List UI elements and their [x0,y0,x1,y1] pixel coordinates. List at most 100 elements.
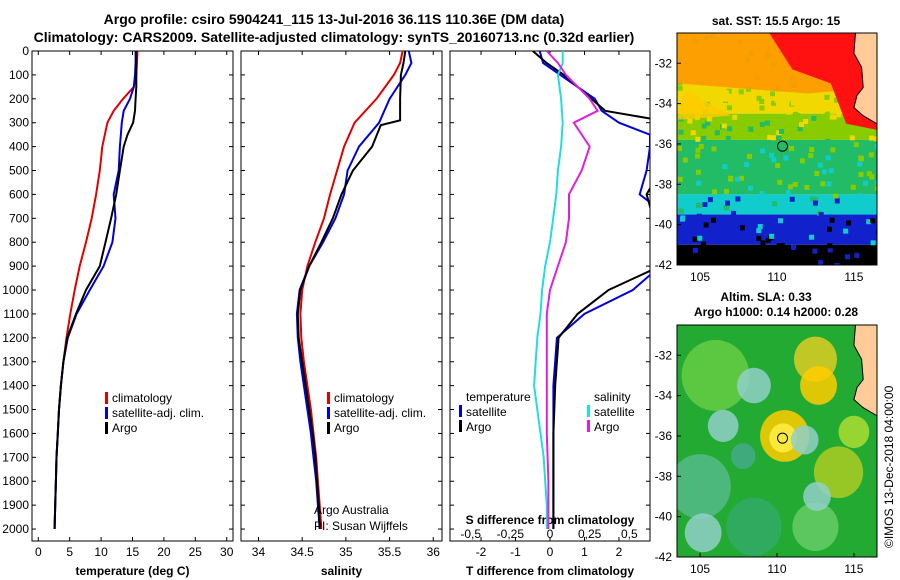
y-tick-label: 500 [9,164,29,178]
sst-pixel [858,172,864,178]
y-tick-label: 1300 [2,355,29,369]
sst-pixel [769,152,775,158]
y-tick-label: 1200 [2,331,29,345]
sla-blob [838,415,870,449]
y-tick-label: 200 [9,92,29,106]
legend-swatch [105,407,108,419]
x-tick-label: 2 [616,545,623,559]
sst-pixel [706,116,712,122]
sst-pixel [747,185,753,191]
sst-pixel [768,257,774,263]
sst-zone [677,244,877,265]
series-line-argo [296,51,407,530]
sst-pixel [825,138,831,144]
legend-swatch [327,407,330,419]
x-tick-label: 36 [427,545,441,559]
sst-pixel [834,198,840,204]
y-tick-label: 1400 [2,379,29,393]
sst-pixel [818,212,824,218]
sst-pixel [756,95,762,101]
x-tick-label: 30 [220,545,234,559]
sst-pixel [834,97,840,103]
sst-pixel [808,153,814,159]
sst-pixel [701,136,707,142]
y-tick-label: 300 [9,116,29,130]
sst-pixel [853,142,859,148]
sst-pixel [695,169,701,175]
sst-pixel [810,196,816,202]
sst-pixel [710,96,716,102]
sst-pixel [776,243,782,249]
sst-pixel [774,97,780,103]
sst-pixel [826,181,832,187]
sst-pixel [723,90,729,96]
sst-pixel [857,161,863,167]
x-tick-label: 105 [690,270,710,284]
map-field [677,33,877,265]
sst-pixel [789,146,795,152]
sst-pixel [782,106,788,112]
salinity-panel: 34 34.5 35 35.5 36 salinity climatologysatelli… [240,50,443,578]
sst-pixel [863,180,869,186]
sst-pixel [726,105,732,111]
sst-pixel [792,111,798,117]
sst-pixel [843,228,849,234]
sst-pixel [834,245,840,251]
legend-label: satellite-adj. clim. [112,406,204,420]
y-tick-label: -34 [655,389,673,403]
sst-pixel [687,118,693,124]
sla-blob [707,409,739,443]
x-tick-label: 34 [252,545,266,559]
sst-pixel [759,98,765,104]
sst-pixel [760,148,766,154]
argo-location-marker [777,140,789,152]
sst-pixel [813,197,819,203]
plot-frame [240,50,443,542]
sst-pixel [830,147,836,153]
sst-pixel [765,237,771,243]
sst-pixel [712,189,718,195]
legend-swatch [587,420,590,432]
map-title: Altim. SLA: 0.33 [720,290,812,304]
sst-pixel [721,123,727,129]
sst-pixel [707,197,713,203]
sst-pixel [787,184,793,190]
figure-title-line2: Climatology: CARS2009. Satellite-adjuste… [33,29,635,45]
legend-swatch [327,392,330,404]
sst-pixel [875,229,877,235]
series-group [532,51,650,529]
y-tick-label: -38 [655,469,673,483]
x-tick-label: 0 [547,545,554,559]
sst-pixel [746,259,752,265]
sst-pixel [858,193,864,199]
sst-pixel [696,180,702,186]
sst-pixel [818,260,824,265]
sst-pixel [769,91,775,97]
sst-pixel [804,184,810,190]
sst-pixel [708,246,714,252]
sst-pixel [701,123,707,129]
sst-pixel [812,248,818,254]
sst-pixel [827,214,833,220]
sst-pixel [682,82,688,88]
sst-pixel [858,156,864,162]
sst-pixel [778,128,784,134]
x-tick-label: 25 [189,545,203,559]
sst-pixel [732,114,738,120]
sst-pixel [827,247,833,253]
sst-pixel [722,164,728,170]
sst-pixel [727,126,733,132]
sst-pixel [714,130,720,136]
sst-pixel [698,143,704,149]
credit-line2: PI: Susan Wijffels [314,519,408,533]
sst-pixel [797,126,803,132]
sst-pixel [836,112,842,118]
x-tick-label: 0 [35,545,42,559]
sst-pixel [824,94,830,100]
secondary-x-tick-label: -0,5 [460,527,481,541]
sst-pixel [697,235,703,241]
sst-pixel [696,202,702,208]
sst-pixel [678,129,684,135]
sst-pixel [728,176,734,182]
